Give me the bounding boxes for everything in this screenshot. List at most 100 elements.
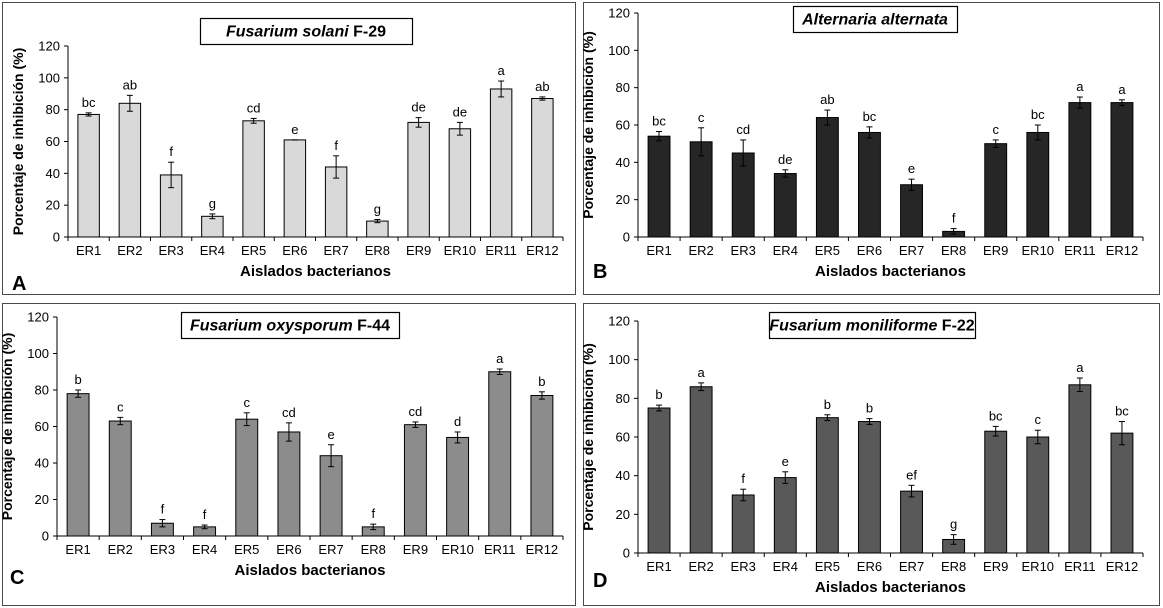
x-tick-label: ER8 [941, 243, 966, 258]
x-tick-label: ER6 [282, 243, 307, 258]
significance-letter: cd [282, 405, 296, 420]
bar-er2 [108, 420, 132, 537]
x-axis-label: Aislados bacterianos [235, 562, 386, 579]
chart-panel-a: 0 20 40 60 80 100 120 bc ER1 ab ER2 f ER3 g ER4 cd ER5 e E… [2, 2, 576, 295]
y-tick-label: 100 [27, 346, 49, 361]
chart-title-species: Alternaria alternata [801, 12, 948, 29]
x-tick-label: ER11 [484, 542, 516, 557]
y-tick-label: 100 [608, 352, 630, 367]
x-axis-label: Aislados bacterianos [815, 263, 966, 280]
y-axis-label: Porcentaje de inhibición (%) [580, 31, 596, 218]
y-tick-label: 120 [27, 310, 49, 325]
bar-er6 [277, 431, 301, 537]
x-tick-label: ER4 [192, 542, 217, 557]
y-axis-label: Porcentaje de inhibición (%) [0, 333, 15, 520]
y-tick-label: 40 [616, 468, 630, 483]
significance-letter: f [371, 506, 375, 521]
x-tick-label: ER1 [65, 542, 90, 557]
significance-letter: ab [123, 77, 137, 92]
panel-letter: D [593, 570, 607, 592]
panel-letter: A [12, 273, 26, 295]
significance-letter: cd [247, 100, 261, 115]
x-axis-label: Aislados bacterianos [240, 263, 391, 280]
y-tick-label: 60 [35, 419, 49, 434]
bar-er11 [489, 88, 513, 238]
significance-letter: e [908, 161, 915, 176]
x-tick-label: ER9 [403, 542, 428, 557]
significance-letter: ef [906, 467, 917, 482]
bar-er10 [446, 436, 470, 537]
y-tick-label: 120 [608, 314, 630, 329]
y-tick-label: 40 [35, 456, 49, 471]
significance-letter: bc [1031, 107, 1045, 122]
x-tick-label: ER4 [773, 559, 798, 574]
significance-letter: c [244, 395, 251, 410]
bar-er1 [647, 135, 671, 238]
significance-letter: g [374, 201, 381, 216]
x-tick-label: ER9 [983, 243, 1008, 258]
bar-er2 [118, 102, 142, 238]
significance-letter: f [161, 502, 165, 517]
y-tick-label: 80 [46, 102, 60, 117]
x-tick-label: ER1 [76, 243, 101, 258]
x-tick-label: ER3 [150, 542, 175, 557]
x-tick-label: ER12 [526, 243, 559, 258]
chart-title-species: Fusarium solani [226, 24, 349, 41]
y-tick-label: 20 [616, 192, 630, 207]
bar-er9 [407, 121, 430, 238]
bar-er9 [403, 424, 427, 537]
x-tick-label: ER3 [731, 243, 756, 258]
significance-letter: b [866, 401, 873, 416]
significance-letter: d [454, 414, 461, 429]
bar-er12 [531, 98, 554, 238]
bar-er7 [900, 490, 923, 554]
bar-er10 [448, 128, 472, 238]
chart-title-species: Fusarium moniliforme [769, 318, 937, 335]
significance-letter: a [1076, 79, 1084, 94]
significance-letter: f [741, 471, 745, 486]
x-tick-label: ER8 [361, 542, 386, 557]
significance-letter: c [698, 110, 705, 125]
y-axis-label: Porcentaje de inhibición (%) [580, 343, 596, 530]
y-tick-label: 60 [616, 118, 630, 133]
chart-title: Fusarium moniliforme F-22 [769, 318, 974, 335]
x-tick-label: ER12 [526, 542, 559, 557]
significance-letter: g [209, 196, 216, 211]
significance-letter: b [824, 397, 831, 412]
y-tick-label: 20 [35, 492, 49, 507]
significance-letter: g [950, 517, 957, 532]
significance-letter: cd [736, 122, 750, 137]
bar-er6 [858, 421, 881, 554]
bar-er6 [858, 131, 881, 238]
x-tick-label: ER10 [444, 243, 477, 258]
bar-er5 [815, 417, 839, 554]
x-tick-label: ER11 [1064, 559, 1096, 574]
significance-letter: bc [863, 109, 877, 124]
bar-er11 [488, 371, 512, 537]
x-tick-label: ER7 [899, 243, 924, 258]
significance-letter: b [655, 387, 662, 402]
bar-er6 [283, 139, 307, 238]
bar-er4 [773, 477, 797, 554]
bar-er2 [689, 386, 713, 554]
x-tick-label: ER2 [688, 559, 713, 574]
x-tick-label: ER9 [983, 559, 1008, 574]
y-tick-label: 20 [46, 198, 60, 213]
x-tick-label: ER7 [899, 559, 924, 574]
significance-letter: de [778, 152, 792, 167]
x-tick-label: ER8 [365, 243, 390, 258]
x-tick-label: ER4 [773, 243, 798, 258]
x-tick-label: ER7 [323, 243, 348, 258]
chart-title-strain: F-29 [349, 24, 386, 41]
y-tick-label: 120 [608, 6, 630, 21]
x-tick-label: ER12 [1106, 559, 1139, 574]
x-tick-label: ER10 [441, 542, 474, 557]
bar-er5 [815, 117, 839, 238]
y-axis-label: Porcentaje de inhibición (%) [10, 48, 26, 235]
x-tick-label: ER11 [1064, 243, 1096, 258]
significance-letter: bc [82, 95, 96, 110]
x-tick-label: ER5 [815, 559, 840, 574]
panel-letter: B [593, 261, 607, 283]
significance-letter: e [291, 122, 298, 137]
